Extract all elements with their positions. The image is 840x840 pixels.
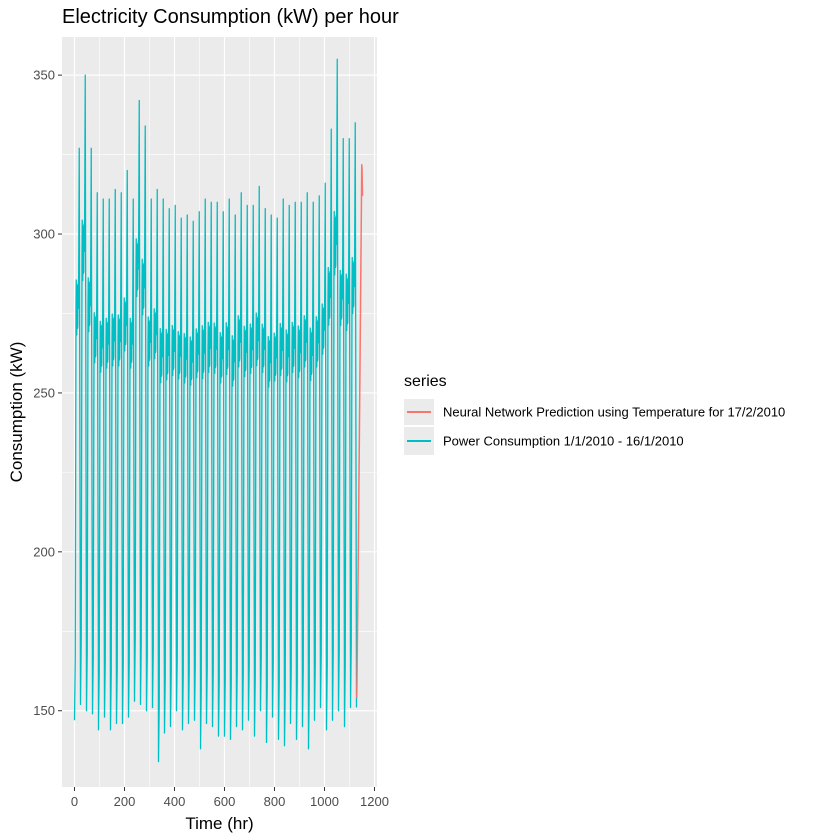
x-tick-label: 1000 <box>310 794 339 809</box>
legend: series Neural Network Prediction using T… <box>404 373 785 455</box>
series-layer <box>73 58 364 763</box>
y-tick-label: 250 <box>33 385 55 400</box>
x-tick-label: 0 <box>71 794 78 809</box>
y-tick-label: 200 <box>33 544 55 559</box>
x-tick-label: 600 <box>214 794 236 809</box>
series-line-consumption <box>73 58 358 763</box>
y-axis-title: Consumption (kW) <box>7 342 26 483</box>
x-axis: 0 200 400 600 800 1000 1200 <box>71 787 389 809</box>
chart-title: Electricity Consumption (kW) per hour <box>62 6 399 28</box>
legend-title: series <box>404 373 447 390</box>
x-tick-label: 400 <box>164 794 186 809</box>
x-tick-label: 200 <box>114 794 136 809</box>
legend-label-consumption: Power Consumption 1/1/2010 - 16/1/2010 <box>443 434 684 449</box>
y-tick-label: 300 <box>33 227 55 242</box>
y-tick-label: 150 <box>33 703 55 718</box>
x-tick-label: 800 <box>264 794 286 809</box>
x-axis-title: Time (hr) <box>185 814 253 833</box>
legend-label-prediction: Neural Network Prediction using Temperat… <box>443 405 785 420</box>
x-tick-label: 1200 <box>360 794 389 809</box>
y-axis: 150 200 250 300 350 <box>33 68 62 718</box>
y-tick-label: 350 <box>33 68 55 83</box>
series-line-prediction <box>356 164 364 699</box>
